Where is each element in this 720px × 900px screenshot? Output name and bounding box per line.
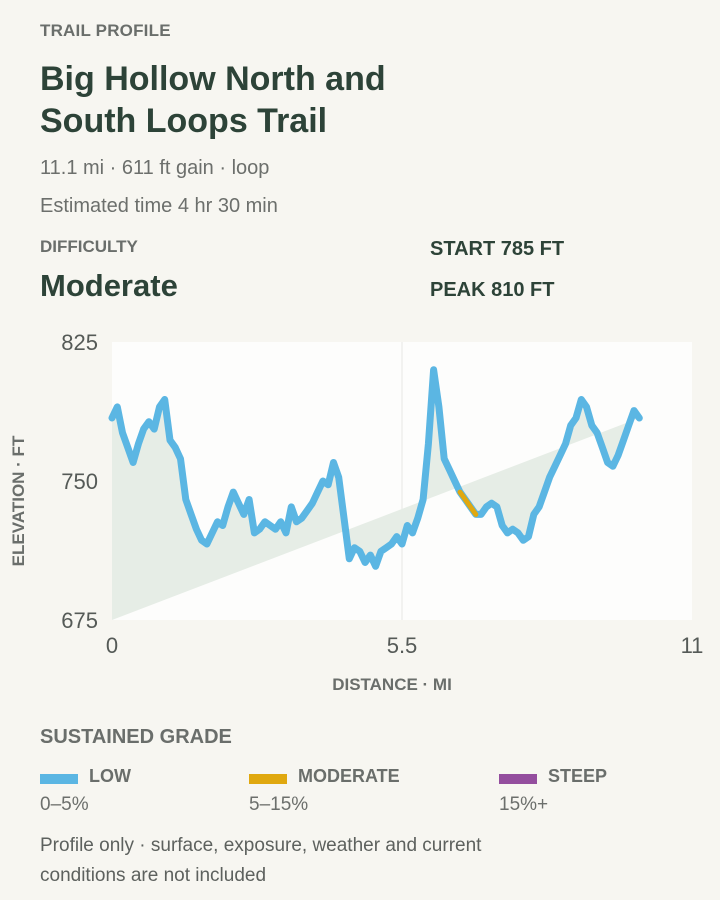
difficulty-value: Moderate (40, 268, 178, 303)
y-axis-label: ELEVATION · FT (9, 435, 28, 566)
legend-range-low: 0–5% (40, 794, 89, 815)
elevation-line (108, 366, 643, 570)
x-tick-label: 0 (106, 633, 118, 658)
legend-range-steep: 15%+ (499, 794, 549, 815)
eyebrow: TRAIL PROFILE (40, 21, 171, 40)
legend-name-moderate: MODERATE (298, 766, 400, 786)
start-elevation: START 785 FT (430, 238, 565, 260)
x-tick-label: 11 (681, 633, 704, 658)
elevation-chart: 825 750 675 0 5.5 11 DISTANCE · MI ELEVATION · … (9, 330, 704, 694)
estimated-time: Estimated time 4 hr 30 min (40, 195, 278, 217)
y-tick-label: 675 (61, 608, 98, 633)
x-axis-label: DISTANCE · MI (332, 675, 452, 694)
legend-name-steep: STEEP (548, 766, 608, 786)
peak-elevation: PEAK 810 FT (430, 279, 555, 301)
elevation-area (112, 369, 640, 620)
legend-name-low: LOW (89, 766, 131, 786)
trail-meta: 11.1 mi · 611 ft gain · loop (40, 157, 270, 179)
y-tick-label: 750 (61, 469, 98, 494)
legend-swatch-moderate (249, 774, 287, 784)
y-tick-label: 825 (61, 330, 98, 355)
legend-range-moderate: 5–15% (249, 794, 309, 815)
legend-swatch-steep (499, 774, 537, 784)
legend-swatch-low (40, 774, 78, 784)
legend-title: SUSTAINED GRADE (40, 726, 232, 748)
moderate-grade-segment (457, 489, 479, 517)
difficulty-label: DIFFICULTY (40, 237, 138, 256)
disclaimer-note: Profile only · surface, exposure, weathe… (40, 835, 482, 886)
x-tick-label: 5.5 (387, 633, 418, 658)
trail-title: Big Hollow North and South Loops Trail (40, 60, 386, 140)
